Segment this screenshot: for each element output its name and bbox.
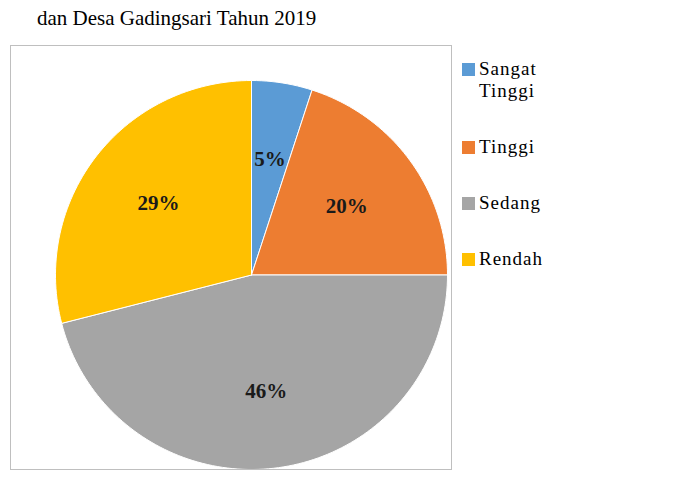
html-text:Tinggi: Tinggi	[479, 136, 535, 157]
svg-text:46%: 46%	[245, 378, 287, 402]
html-text:Sangat Tinggi: Sangat Tinggi	[479, 58, 537, 101]
html-text:Sedang: Sedang	[479, 192, 541, 213]
html-text:dan Desa Gadingsari Tahun 2019: dan Desa Gadingsari Tahun 2019	[37, 6, 317, 30]
svg-text:20%: 20%	[326, 194, 368, 218]
svg-text:29%: 29%	[138, 191, 180, 215]
html-text:Rendah: Rendah	[479, 248, 543, 269]
svg-text:5%: 5%	[254, 147, 286, 171]
